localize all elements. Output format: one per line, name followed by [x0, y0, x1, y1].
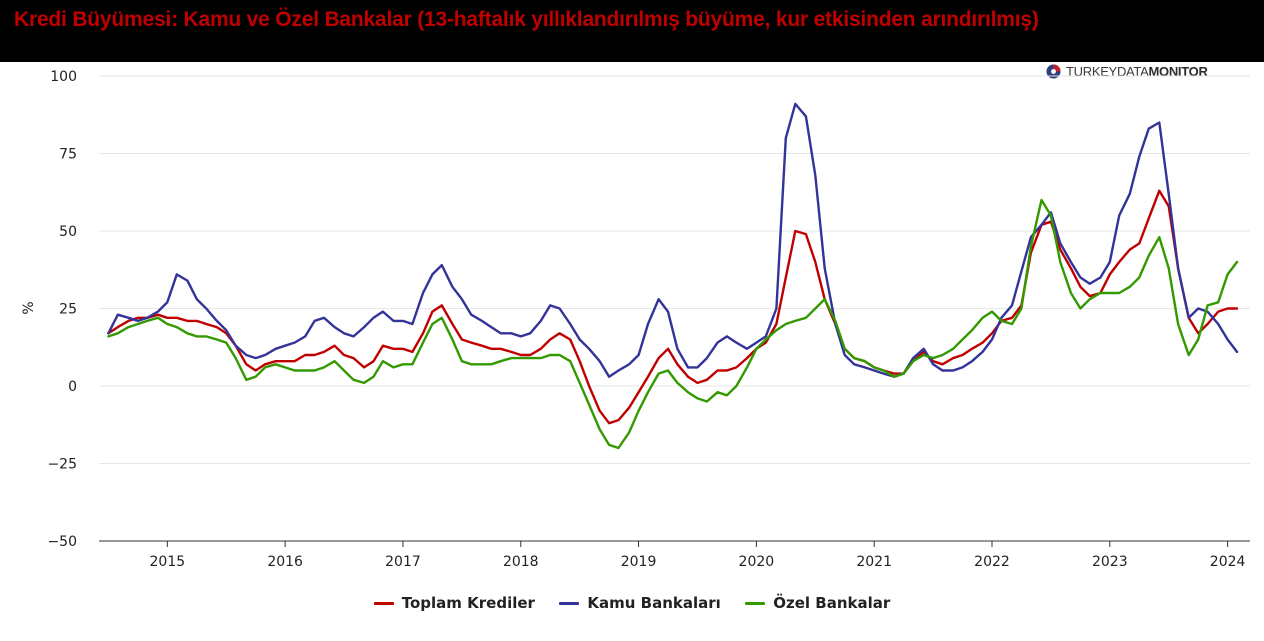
series-lines — [107, 102, 1239, 450]
legend-label-toplam: Toplam Krediler — [401, 594, 535, 612]
x-tick-label: 2023 — [1092, 554, 1128, 570]
y-tick-label: 100 — [50, 69, 77, 85]
logo-text: TURKEYDATAMONITOR — [1066, 64, 1208, 79]
y-tick-label: 25 — [59, 302, 77, 318]
legend-swatch-toplam — [373, 602, 394, 605]
legend-item-toplam-krediler[interactable]: Toplam Krediler — [373, 594, 535, 612]
x-tick-label: 2015 — [150, 554, 186, 570]
y-tick-label: 75 — [59, 147, 77, 163]
logo-text-medium: DATA — [1116, 64, 1149, 79]
turkeydatamonitor-logo: TURKEYDATAMONITOR — [1046, 62, 1226, 80]
gridlines — [99, 75, 1250, 464]
legend-swatch-kamu — [559, 602, 580, 605]
x-tick-label: 2017 — [385, 554, 421, 570]
y-tick-label: 0 — [68, 379, 77, 395]
legend-label-ozel: Özel Bankalar — [773, 594, 891, 612]
title-bar: Kredi Büyümesi: Kamu ve Özel Bankalar (1… — [0, 0, 1264, 62]
x-tick-label: 2020 — [739, 554, 775, 570]
y-tick-label: 50 — [59, 224, 77, 240]
series-line-0 — [107, 189, 1239, 425]
legend: Toplam Krediler Kamu Bankaları Özel Bank… — [0, 594, 1264, 616]
series-line-2 — [107, 198, 1239, 450]
legend-label-kamu: Kamu Bankaları — [587, 594, 721, 612]
y-tick-label: −50 — [47, 534, 77, 550]
x-tick-label: 2016 — [267, 554, 303, 570]
turkeydatamonitor-logo-icon — [1046, 64, 1061, 79]
x-tick-label: 2018 — [503, 554, 539, 570]
logo-text-bold: MONITOR — [1148, 64, 1208, 79]
chart-title: Kredi Büyümesi: Kamu ve Özel Bankalar (1… — [14, 8, 1039, 31]
x-axis: 2015 2016 2017 2018 2019 2020 2021 2022 2023 2024 — [99, 540, 1250, 570]
logo-text-light: TURKEY — [1066, 64, 1117, 79]
series-line-1 — [107, 102, 1239, 378]
x-tick-label: 2024 — [1210, 554, 1246, 570]
y-axis-label: % — [21, 301, 37, 314]
legend-swatch-ozel — [745, 602, 766, 605]
y-tick-label: −25 — [47, 457, 77, 473]
y-axis-ticks: 100 75 50 25 0 −25 −50 — [47, 69, 77, 550]
x-tick-label: 2021 — [856, 554, 892, 570]
x-tick-label: 2022 — [974, 554, 1010, 570]
legend-item-ozel-bankalar[interactable]: Özel Bankalar — [745, 594, 890, 612]
x-tick-label: 2019 — [621, 554, 657, 570]
legend-item-kamu-bankalari[interactable]: Kamu Bankaları — [559, 594, 721, 612]
